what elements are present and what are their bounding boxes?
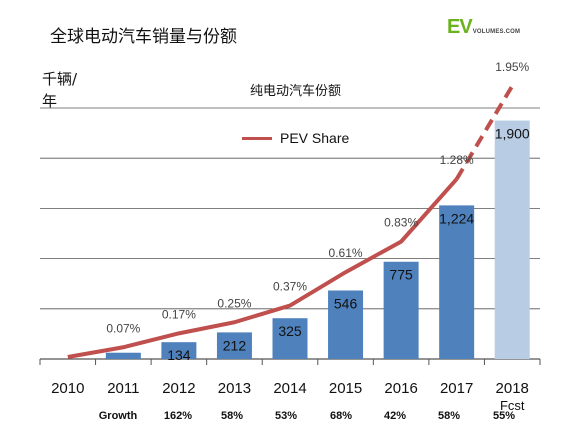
x-tick-label: 2010 <box>51 380 84 397</box>
bar-value-label: 1,224 <box>439 210 474 226</box>
bar <box>439 205 475 359</box>
share-value-label: 0.25% <box>217 296 251 310</box>
bar <box>105 352 141 359</box>
share-value-label: 1.28% <box>440 153 474 167</box>
share-value-label: 0.07% <box>106 321 140 335</box>
ev-volumes-logo[interactable]: EVVOLUMES.COM <box>447 16 520 39</box>
share-value-label: 0.37% <box>273 280 307 294</box>
chart-title: 全球电动汽车销量与份额 <box>50 27 237 47</box>
bar-value-label: 212 <box>223 337 247 353</box>
bar <box>161 342 197 359</box>
bar-value-label: 546 <box>334 295 358 311</box>
bar <box>216 332 252 359</box>
bar-value-label: 134 <box>167 347 191 363</box>
logo-domain-text: VOLUMES.COM <box>472 29 521 35</box>
legend-label: PEV Share <box>280 130 350 146</box>
bar <box>383 261 419 359</box>
bar-value-label: 775 <box>389 267 413 283</box>
logo-ev-text: EV <box>447 16 473 38</box>
x-tick-label: 2017 <box>440 380 473 397</box>
bar <box>272 318 308 359</box>
x-tick-label: 2011 <box>107 380 139 397</box>
growth-value: 42% <box>383 410 407 422</box>
share-value-label: 0.17% <box>162 307 196 321</box>
growth-value: 58% <box>437 410 461 422</box>
x-tick-label: 2016 <box>384 380 417 397</box>
x-tick-label: 2014 <box>273 380 306 397</box>
growth-label: Growth <box>98 410 138 422</box>
growth-value: 55% <box>492 410 516 422</box>
growth-value: 53% <box>274 410 298 422</box>
x-tick-label: 2013 <box>218 380 251 397</box>
growth-value: 162% <box>163 410 193 422</box>
share-value-label: 0.83% <box>384 216 418 230</box>
x-tick-label: 2018 <box>496 380 529 397</box>
x-tick-label: 2012 <box>162 380 195 397</box>
bar-value-label: 325 <box>278 323 302 339</box>
x-tick-sublabel: Fcst <box>500 398 525 413</box>
growth-value: 58% <box>220 410 244 422</box>
bar <box>494 120 530 359</box>
legend-line-swatch <box>242 136 272 140</box>
x-tick-label: 2015 <box>329 380 362 397</box>
share-value-label: 0.61% <box>329 246 363 260</box>
bar-value-label: 1,900 <box>495 126 530 142</box>
bar <box>328 290 364 359</box>
growth-value: 68% <box>329 410 353 422</box>
chart-subtitle: 纯电动汽车份额 <box>250 84 342 99</box>
share-value-label: 1.95% <box>495 60 529 74</box>
legend: PEV Share <box>242 130 349 146</box>
growth-row: Growth 162% 58% 53% 68% 42% 58% 55% <box>0 410 568 430</box>
y-axis-label: 千辆/年 <box>42 70 78 110</box>
share-line <box>67 177 459 359</box>
